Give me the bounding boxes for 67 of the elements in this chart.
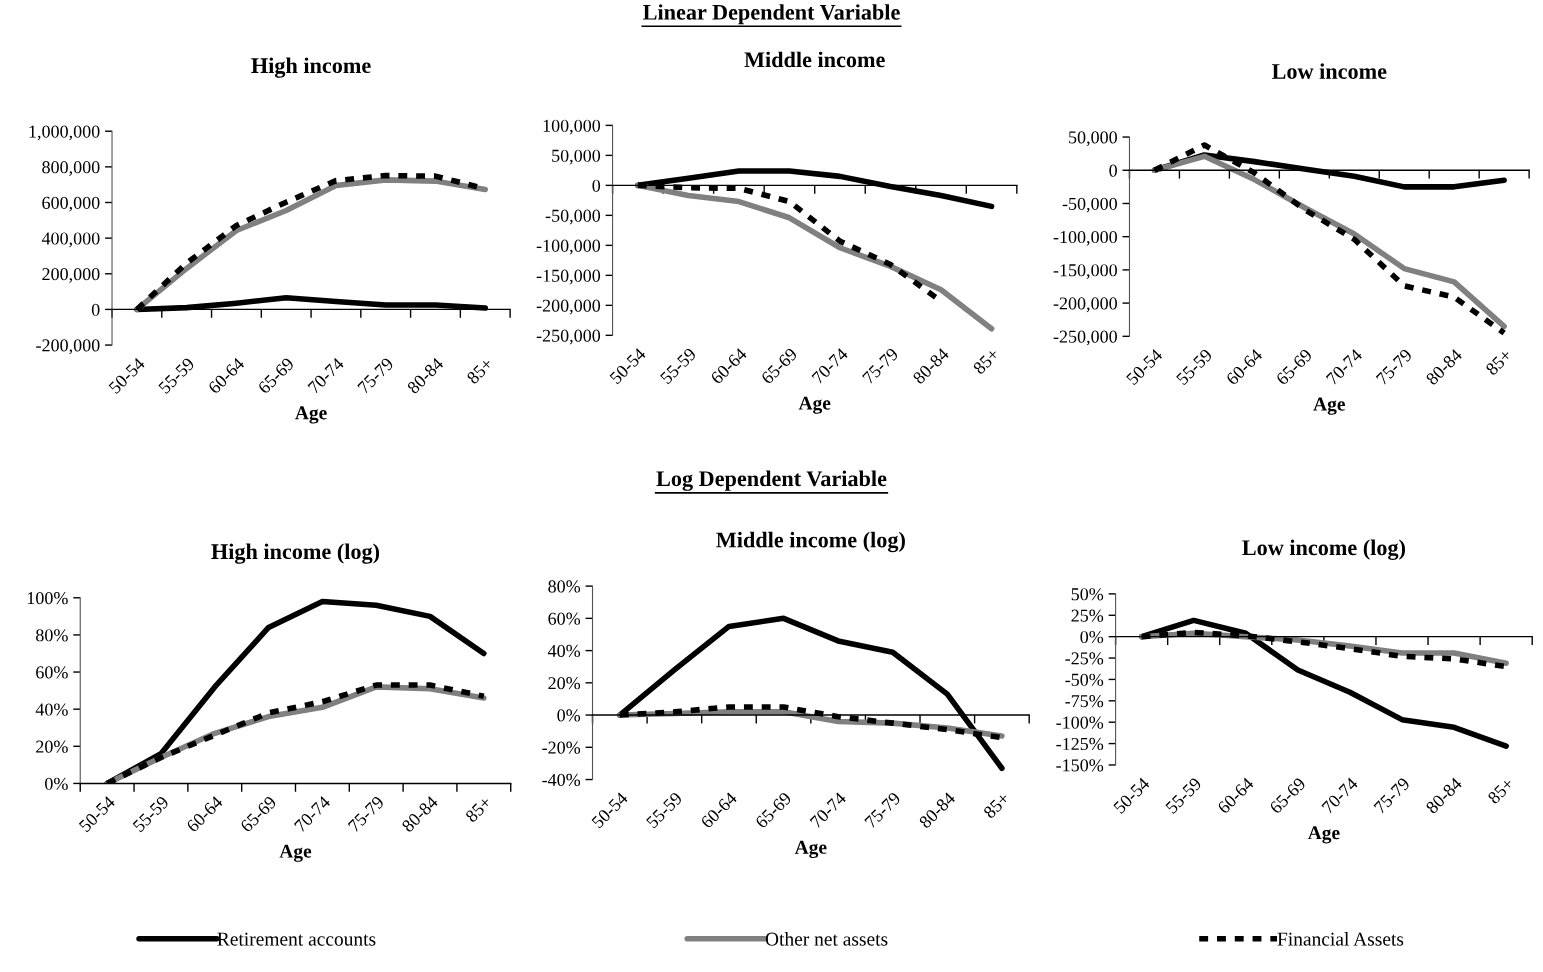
y-tick-label: 800,000 xyxy=(42,161,100,176)
y-tick-label: -50,000 xyxy=(1062,197,1117,213)
x-axis-title: Age xyxy=(295,406,327,424)
y-tick-label: 0 xyxy=(91,303,100,316)
chart-title: Low income (log) xyxy=(1242,539,1405,560)
x-axis-title: Age xyxy=(798,396,831,414)
y-tick-label: 200,000 xyxy=(42,268,100,283)
y-tick-label: 60% xyxy=(548,612,581,625)
y-tick-label: 0 xyxy=(1109,164,1117,177)
y-tick-label: 80% xyxy=(36,629,68,642)
y-tick-label: -200,000 xyxy=(1053,297,1117,313)
y-tick-label: 80% xyxy=(548,580,581,593)
y-tick-label: 20% xyxy=(36,740,68,753)
y-tick-label: 0% xyxy=(1080,630,1104,644)
x-tick-label: 85+ xyxy=(464,795,493,824)
y-tick-label: -125% xyxy=(1056,737,1104,751)
y-tick-label: 600,000 xyxy=(42,196,100,212)
legend-label: Other net assets xyxy=(765,932,888,946)
y-tick-label: 400,000 xyxy=(41,232,100,248)
y-tick-label: 100% xyxy=(27,592,68,605)
x-axis-title: Age xyxy=(794,840,827,858)
y-tick-label: -25% xyxy=(1065,652,1104,665)
legend-label: Retirement accounts xyxy=(217,932,376,946)
y-tick-label: 40% xyxy=(35,703,68,716)
x-tick-label: 85+ xyxy=(982,791,1011,820)
y-tick-label: -75% xyxy=(1065,695,1104,708)
y-tick-label: -50,000 xyxy=(545,209,601,225)
y-tick-label: -100,000 xyxy=(1053,230,1117,246)
chart-title: Middle income (log) xyxy=(716,531,905,553)
x-axis-title: Age xyxy=(279,844,312,862)
y-tick-label: 40% xyxy=(547,644,581,658)
y-tick-label: -250,000 xyxy=(1053,330,1117,346)
y-tick-label: 25% xyxy=(1071,609,1104,622)
chart-title: High income xyxy=(251,57,371,78)
y-tick-label: 50,000 xyxy=(552,149,601,165)
y-tick-label: 60% xyxy=(36,666,68,679)
y-tick-label: 0% xyxy=(557,709,581,722)
chart-title: Middle income xyxy=(744,51,885,68)
y-tick-label: -250,000 xyxy=(536,329,601,345)
y-tick-label: -150% xyxy=(1056,759,1104,772)
x-tick-label: 85+ xyxy=(466,357,494,385)
x-axis-title: Age xyxy=(1313,397,1345,415)
text: Linear Dependent Variable xyxy=(643,4,900,25)
x-tick-label: 85+ xyxy=(972,347,1000,375)
chart-title: Low income xyxy=(1271,63,1387,79)
y-tick-label: 50% xyxy=(1071,588,1104,601)
x-axis-title: Age xyxy=(1307,826,1340,844)
text: Log Dependent Variable xyxy=(656,470,887,491)
y-tick-label: -100,000 xyxy=(536,239,601,255)
x-tick-label: 85+ xyxy=(1487,777,1515,805)
y-tick-label: -40% xyxy=(542,773,581,787)
x-tick-label: 85+ xyxy=(1485,348,1513,376)
y-tick-label: -20% xyxy=(542,741,581,754)
y-tick-label: -200,000 xyxy=(36,339,100,355)
y-tick-label: 20% xyxy=(548,677,581,690)
y-tick-label: -50% xyxy=(1065,673,1104,686)
chart-title: High income (log) xyxy=(211,543,380,564)
y-tick-label: 0% xyxy=(45,777,68,790)
y-tick-label: 50,000 xyxy=(1069,131,1117,147)
y-tick-label: -150,000 xyxy=(1053,264,1117,279)
y-tick-label: 100,000 xyxy=(543,119,601,135)
y-tick-label: -100% xyxy=(1056,716,1104,729)
legend-label: Financial Assets xyxy=(1277,932,1404,946)
y-tick-label: 0 xyxy=(592,179,601,192)
y-tick-label: -200,000 xyxy=(536,299,601,315)
y-tick-label: -150,000 xyxy=(536,269,601,285)
y-tick-label: 1,000,000 xyxy=(29,125,100,141)
